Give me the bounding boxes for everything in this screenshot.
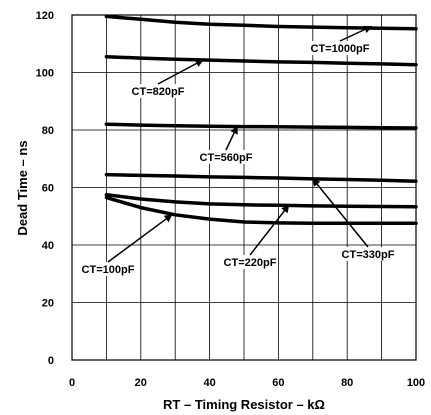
grid <box>71 14 417 361</box>
annotation-box <box>80 262 136 276</box>
series-line <box>104 54 418 67</box>
y-tick-label: 60 <box>42 183 54 195</box>
x-tick-label: 60 <box>272 377 284 389</box>
series-line <box>104 195 418 225</box>
series-line <box>104 122 418 130</box>
annotation-box <box>198 150 254 164</box>
annotation-arrow <box>157 59 204 85</box>
annotation-box <box>130 84 186 98</box>
annotation-arrow <box>225 125 238 151</box>
x-tick-label: 0 <box>69 377 75 389</box>
annotation-arrow <box>249 204 290 256</box>
annotation-arrow <box>107 214 173 263</box>
series-line <box>104 172 418 183</box>
series-label: CT=820pF <box>132 86 185 98</box>
series-line <box>104 192 418 209</box>
y-tick-label: 0 <box>48 355 54 367</box>
y-tick-label: 40 <box>42 240 54 252</box>
tick-labels: 0 20 40 60 80 100 0 20 40 60 80 100 120 <box>36 10 426 389</box>
series-label: CT=330pF <box>342 249 395 261</box>
y-tick-label: 20 <box>42 298 54 310</box>
x-tick-label: 80 <box>341 377 353 389</box>
annotation-box <box>340 247 396 261</box>
series-label: CT=100pF <box>82 264 135 276</box>
x-tick-label: 100 <box>407 377 425 389</box>
x-tick-label: 40 <box>203 377 215 389</box>
x-axis-title: RT – Timing Resistor – kΩ <box>163 397 325 412</box>
y-axis-title: Dead Time – ns <box>15 140 30 235</box>
series-label: CT=560pF <box>200 152 253 164</box>
x-tick-label: 20 <box>135 377 147 389</box>
y-tick-label: 100 <box>36 68 54 80</box>
series-label: CT=220pF <box>224 257 277 269</box>
series-label: CT=1000pF <box>311 43 370 55</box>
annotation-arrow <box>312 178 369 248</box>
annotation-arrow <box>339 25 373 42</box>
annotation-layer: CT=1000pF CT=820pF CT=560pF CT=330pF CT=220p… <box>80 25 396 276</box>
annotation-box <box>222 255 278 269</box>
annotation-box <box>308 41 372 55</box>
y-tick-label: 120 <box>36 10 54 22</box>
y-tick-label: 80 <box>42 125 54 137</box>
